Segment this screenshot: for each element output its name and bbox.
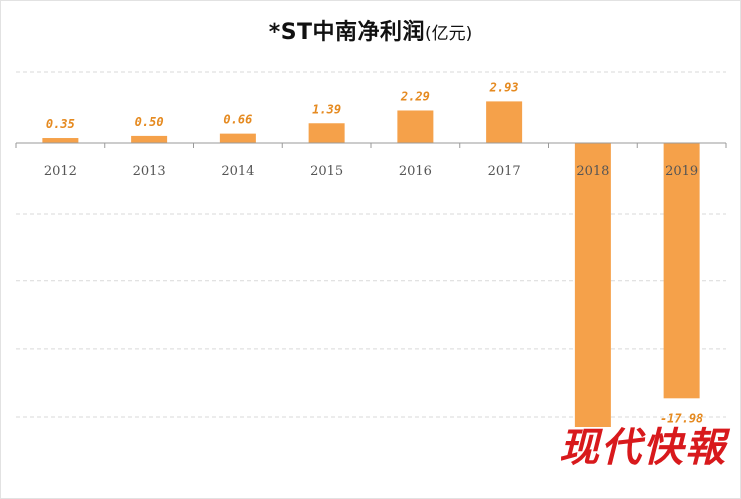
category-label-2013: 2013	[133, 164, 166, 179]
data-label-2019: -17.98	[660, 411, 703, 425]
bar-2017	[486, 101, 523, 143]
bar-2013	[131, 135, 168, 143]
data-label-2014: 0.66	[223, 113, 252, 127]
bar-2015	[308, 123, 345, 143]
watermark-logo: 现代快報	[559, 424, 727, 471]
data-label-2012: 0.35	[46, 117, 75, 131]
category-label-2019: 2019	[665, 164, 698, 179]
bar-2016	[397, 110, 434, 143]
chart-title-main: *ST中南净利润	[268, 20, 426, 45]
category-label-2015: 2015	[310, 164, 343, 179]
data-label-2016: 2.29	[400, 89, 430, 103]
category-label-2014: 2014	[221, 164, 254, 179]
category-label-2017: 2017	[488, 164, 521, 179]
bar-2018	[574, 143, 611, 427]
category-label-2018: 2018	[576, 164, 609, 179]
bar-2019	[663, 143, 700, 399]
data-label-2017: 2.93	[489, 80, 519, 94]
category-label-2012: 2012	[44, 164, 77, 179]
data-label-2013: 0.50	[135, 115, 164, 129]
category-label-2016: 2016	[399, 164, 432, 179]
data-label-2015: 1.39	[312, 102, 341, 116]
chart-title: *ST中南净利润(亿元)	[0, 14, 741, 46]
bar-2012	[42, 138, 79, 143]
bar-2014	[219, 133, 256, 143]
chart-title-unit: (亿元)	[425, 24, 473, 44]
